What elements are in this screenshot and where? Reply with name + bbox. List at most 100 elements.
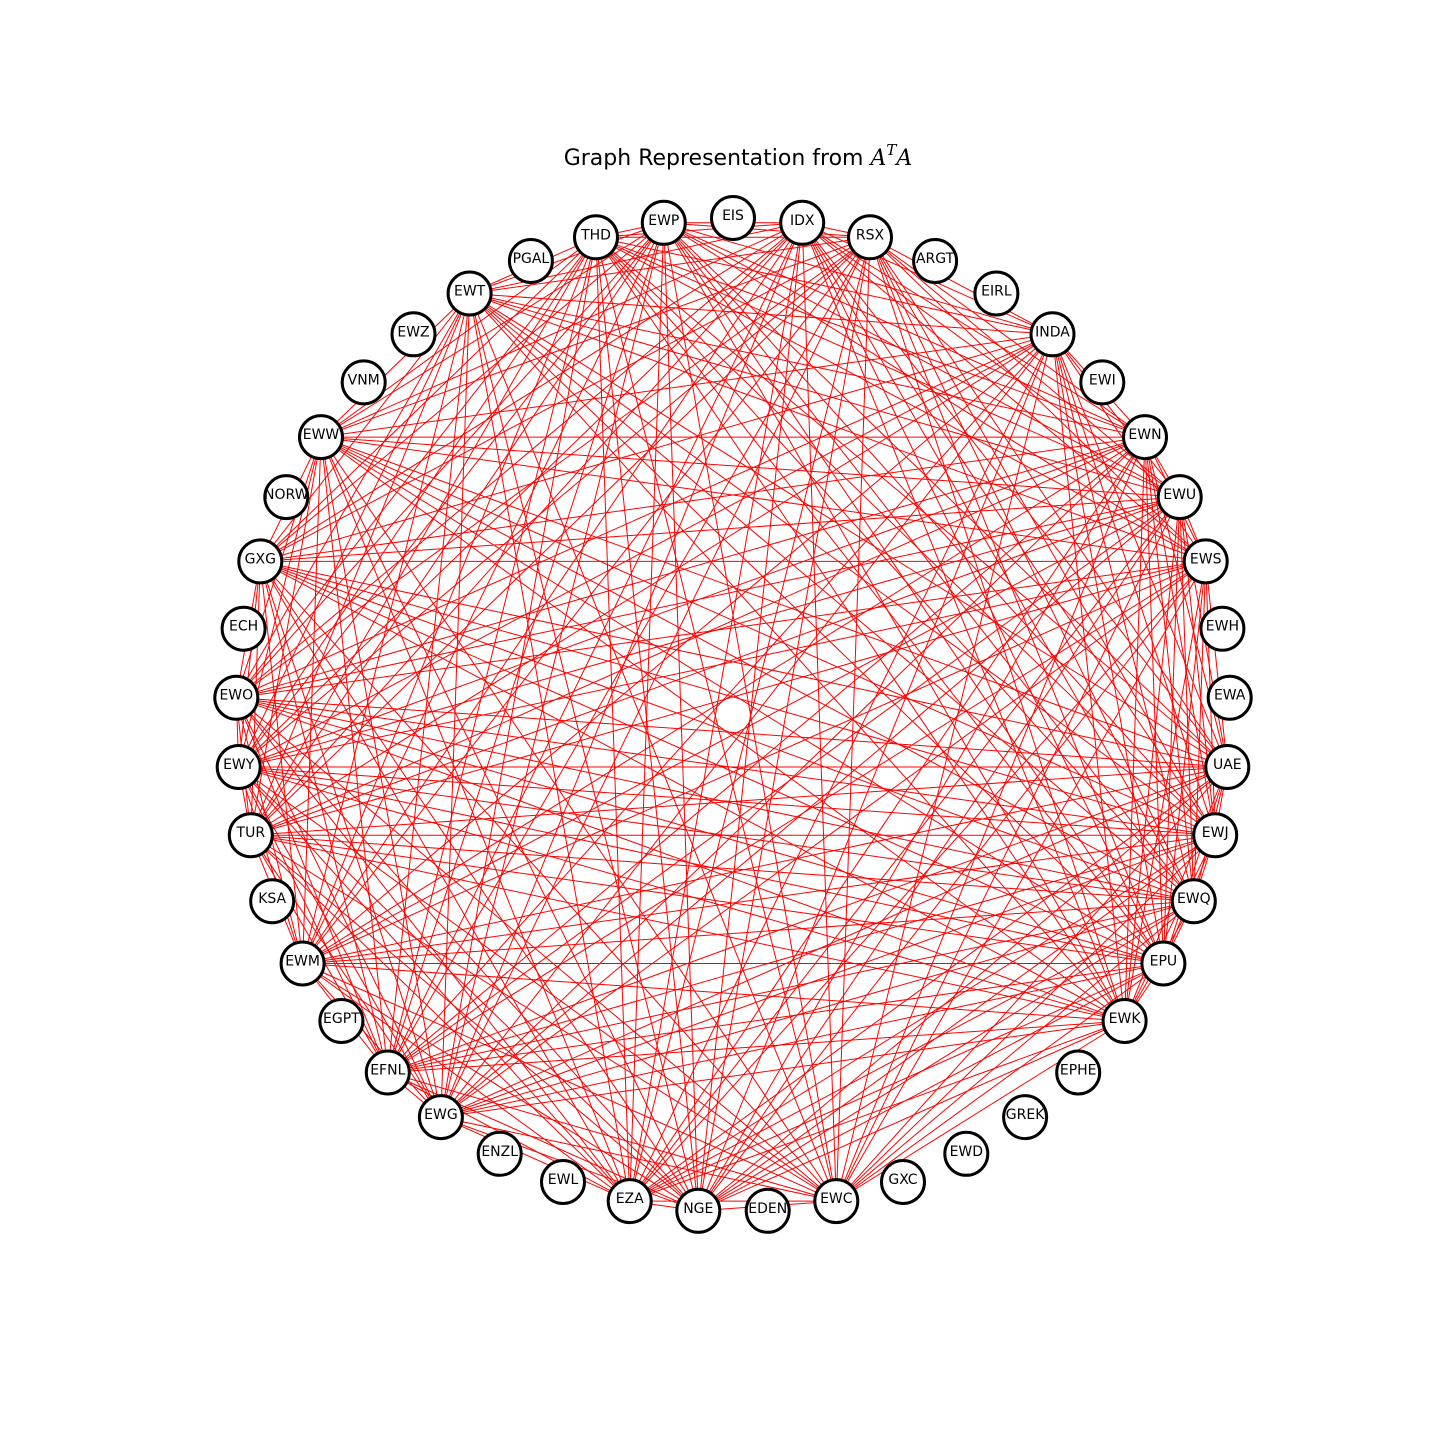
node-tur: TUR: [227, 812, 274, 859]
node-label: EWM: [285, 954, 320, 970]
node-circle: [1192, 812, 1239, 859]
edge-ewg-uae: [440, 766, 1228, 1118]
node-label: RSX: [856, 227, 885, 243]
edge-eza-rsx: [629, 237, 871, 1202]
edge-ewc-ewt: [469, 293, 837, 1202]
edge-ewc-efnl: [387, 1072, 837, 1202]
edge-inda-ewu: [1052, 333, 1181, 498]
node-egpt: EGPT: [318, 998, 365, 1044]
node-label: EWU: [1163, 487, 1196, 503]
node-label: THD: [580, 227, 611, 243]
node-circle: [973, 270, 1020, 317]
node-circle: [880, 1159, 926, 1205]
node-ewq: EWQ: [1170, 878, 1217, 925]
edge-ewo-inda: [236, 333, 1053, 699]
edge-ewn-ewq: [1144, 437, 1195, 902]
node-circle: [1055, 1049, 1102, 1096]
edge-ewm-ews: [302, 560, 1206, 964]
edge-tur-ewp: [250, 222, 665, 836]
edge-ews-epu: [1162, 561, 1207, 964]
node-label: EWY: [223, 757, 255, 773]
node-label: EWW: [303, 427, 340, 443]
node-grek: GREK: [1002, 1094, 1049, 1141]
edge-ewn-epu: [1144, 437, 1164, 964]
node-label: EDEN: [748, 1201, 787, 1217]
edge-eza-ewm: [302, 963, 630, 1202]
node-rsx: RSX: [847, 214, 893, 261]
edge-efnl-uae: [387, 766, 1228, 1073]
node-label: EWJ: [1202, 825, 1229, 841]
edge-thd-epu: [595, 236, 1164, 964]
edge-gxg-ewq: [260, 560, 1194, 902]
edge-idx-epu: [801, 222, 1164, 964]
edge-ewo-ewq: [236, 697, 1194, 902]
node-ewn: EWN: [1122, 414, 1168, 461]
node-circle: [390, 311, 437, 358]
edge-rsx-inda: [869, 236, 1053, 335]
edge-rsx-ewj: [869, 237, 1216, 836]
node-circle: [213, 674, 260, 721]
edge-idx-ewq: [801, 222, 1195, 902]
node-label: GXC: [888, 1172, 917, 1188]
edge-rsx-ewn: [869, 236, 1146, 438]
edge-nge-ewk: [698, 1020, 1125, 1212]
node-eis: EIS: [710, 195, 756, 241]
edge-ewm-ewu: [302, 496, 1180, 964]
node-thd: THD: [573, 214, 619, 261]
node-label: EZA: [616, 1191, 644, 1207]
node-ewo: EWO: [213, 674, 260, 721]
edge-tur-ewk: [250, 834, 1125, 1022]
edge-eza-inda: [629, 334, 1053, 1202]
edge-ewo-ewk: [236, 697, 1125, 1022]
node-circle: [318, 998, 365, 1044]
edge-efnl-ewk: [387, 1020, 1125, 1073]
edge-ewc-ews: [835, 561, 1207, 1202]
node-enzl: ENZL: [476, 1130, 523, 1177]
edge-ewc-ewk: [836, 1020, 1125, 1202]
node-label: EIRL: [981, 284, 1012, 300]
edge-gxg-ewj: [260, 560, 1216, 836]
node-circle: [1122, 414, 1168, 461]
edge-thd-ewq: [595, 236, 1195, 902]
node-circle: [640, 199, 687, 246]
node-circle: [710, 195, 756, 241]
node-ewy: EWY: [215, 744, 262, 790]
node-eww: EWW: [298, 414, 344, 461]
node-label: EWP: [648, 213, 679, 229]
node-circle: [237, 538, 284, 585]
node-circle: [1140, 940, 1187, 987]
node-label: EWZ: [397, 324, 429, 340]
node-label: EWN: [1128, 427, 1161, 443]
node-label: EWC: [820, 1191, 853, 1207]
edge-ewm-ewy: [238, 766, 304, 964]
edge-tur-epu: [250, 834, 1164, 964]
node-gxc: GXC: [880, 1159, 926, 1205]
edge-ewy-ewk: [238, 766, 1125, 1022]
edge-ewg-epu: [440, 963, 1164, 1118]
edge-ewp-epu: [663, 222, 1164, 964]
node-label: EIS: [722, 208, 744, 224]
edge-tur-uae: [250, 766, 1228, 836]
node-label: VNM: [348, 372, 380, 388]
edge-eza-ewo: [235, 697, 631, 1202]
node-pgal: PGAL: [507, 238, 554, 284]
edge-efnl-ewp: [387, 222, 665, 1073]
edge-ewu-epu: [1162, 497, 1181, 964]
node-nge: NGE: [675, 1187, 722, 1234]
edge-ewt-uae: [469, 293, 1228, 768]
node-label: EWO: [219, 688, 253, 704]
node-circle: [847, 214, 893, 261]
node-circle: [1170, 878, 1217, 925]
node-ewj: EWJ: [1192, 812, 1239, 859]
edge-ewc-ewj: [835, 834, 1216, 1202]
edge-ewu-ewq: [1179, 497, 1195, 902]
node-circle: [249, 878, 296, 925]
edge-nge-ewu: [697, 496, 1181, 1212]
edge-ewy-idx: [238, 222, 803, 768]
edge-efnl-ewq: [387, 900, 1194, 1073]
edge-ewu-ewk: [1124, 497, 1181, 1022]
node-label: EGPT: [323, 1011, 360, 1027]
node-label: EWS: [1190, 551, 1222, 567]
node-argt: ARGT: [912, 238, 959, 284]
node-label: PGAL: [513, 251, 550, 267]
